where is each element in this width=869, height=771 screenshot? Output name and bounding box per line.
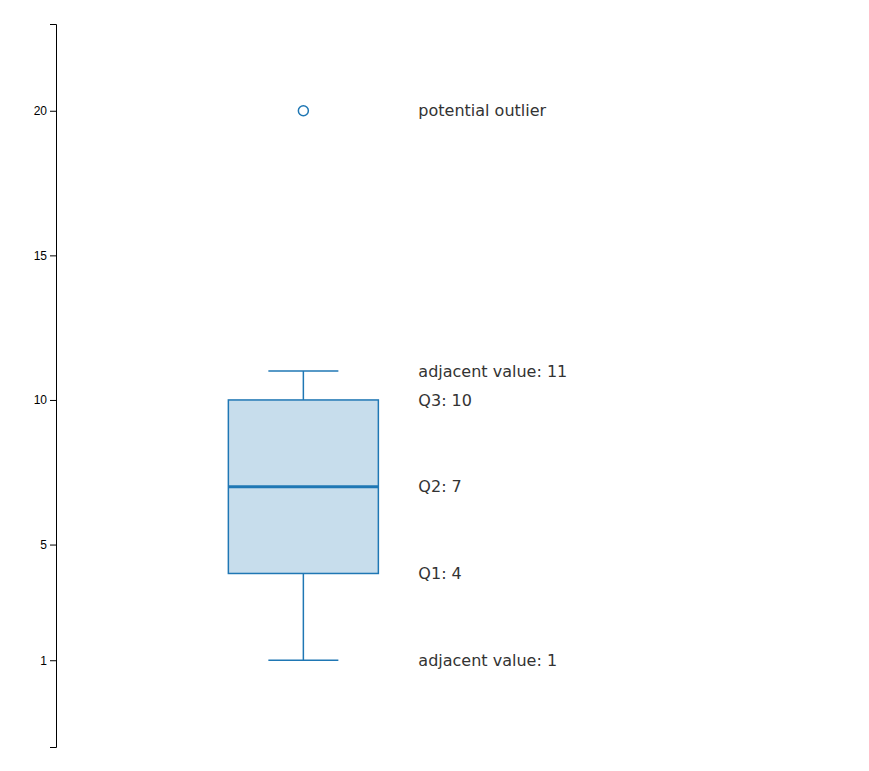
tick-mark [50,255,56,256]
annotation: adjacent value: 11 [418,362,567,381]
annotation: Q3: 10 [418,391,472,410]
whisker [303,371,305,400]
median [228,485,378,488]
tick-label: 1 [40,654,47,668]
tick-label: 20 [34,104,48,118]
tick: 20 [34,104,56,118]
tick-label: 10 [34,393,48,407]
whisker [303,573,305,660]
plot: 20 15 10 5 1 potential outlier adjacent value:… [34,25,568,748]
box [228,400,378,574]
tick-label: 5 [40,538,47,552]
tick-mark [50,660,56,661]
tick: 10 [34,393,56,407]
tick-mark [50,400,56,401]
annotation: Q2: 7 [418,477,461,496]
tick: 5 [40,538,56,552]
tick: 1 [40,654,56,668]
whisker-cap [268,659,338,661]
whisker-cap [268,370,338,372]
tick-mark [50,111,56,112]
box-plot [228,106,378,660]
annotations: potential outlier adjacent value: 11 Q2: 7… [418,101,567,669]
outlier [298,106,308,116]
annotation: adjacent value: 1 [418,651,557,670]
tick-label: 15 [34,249,48,263]
annotation: Q1: 4 [418,564,461,583]
tick: 15 [34,249,56,263]
chart: 20 15 10 5 1 potential outlier adjacent value:… [0,0,869,771]
axis-line [50,25,57,748]
tick-mark [50,545,56,546]
y-axis: 20 15 10 5 1 [34,25,57,748]
annotation: potential outlier [418,101,546,120]
